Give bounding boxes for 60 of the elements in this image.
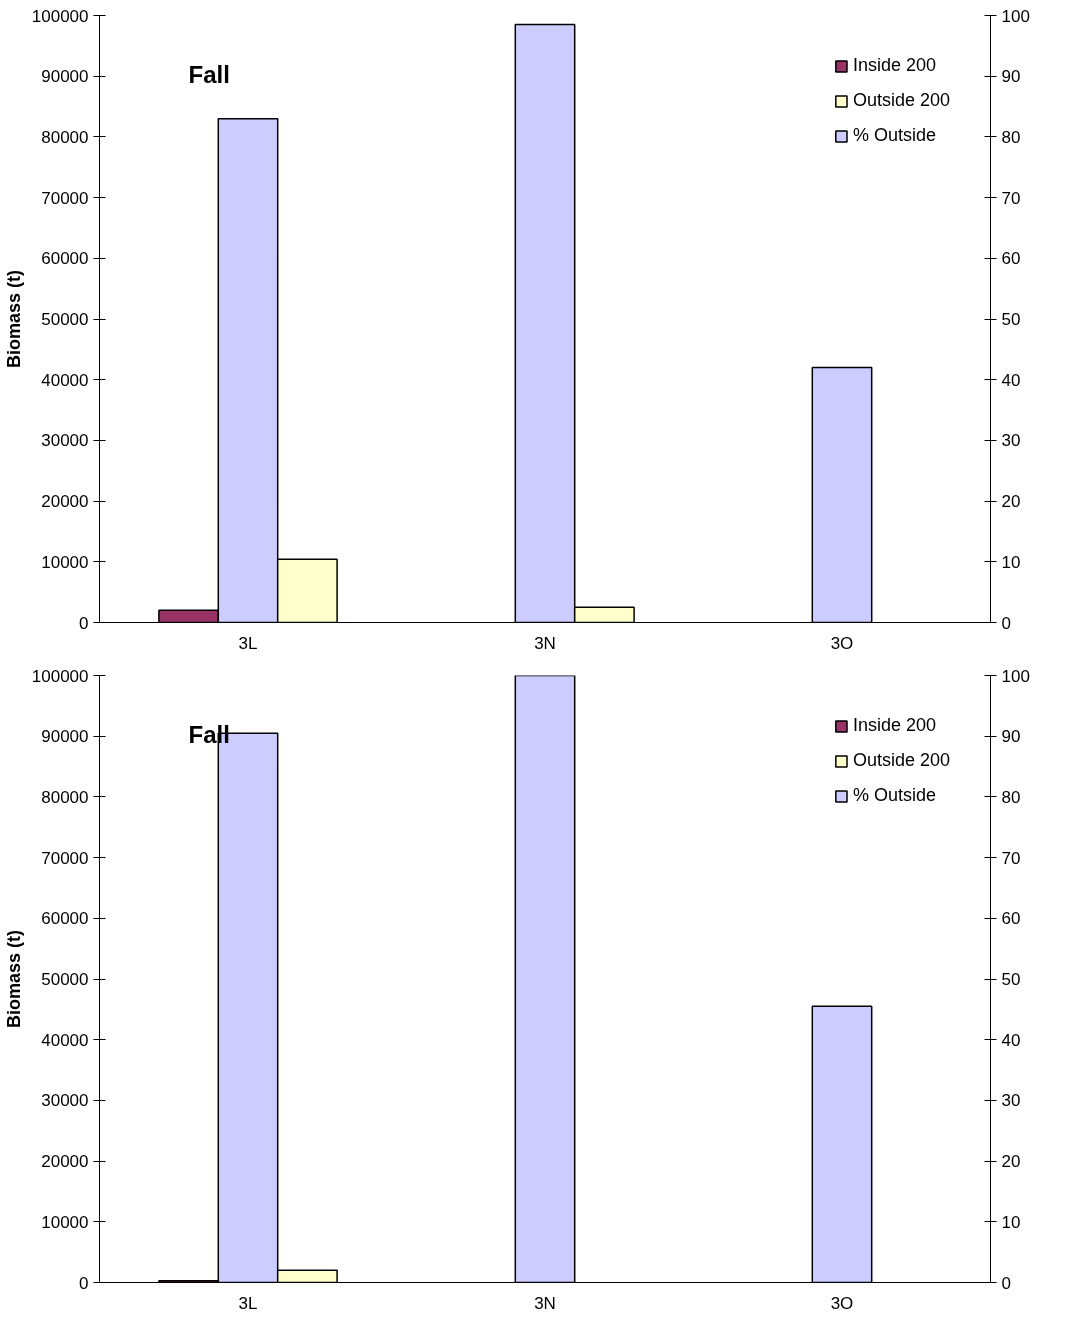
x-tick-label: 3L — [238, 633, 258, 653]
y-tick-label: 30000 — [41, 1091, 89, 1111]
y-tick-label: 100000 — [31, 6, 89, 26]
y2-tick-label: 100 — [1001, 6, 1030, 26]
y2-tick-label: 0 — [1001, 1273, 1011, 1293]
y2-tick-label: 70 — [1001, 188, 1021, 208]
y-tick-label: 50000 — [41, 310, 89, 329]
x-tick-label: 3N — [534, 633, 556, 653]
y-tick-label: 20000 — [41, 492, 89, 512]
legend-label: Inside 200 — [852, 55, 936, 76]
y2-tick-label: 90 — [1001, 67, 1021, 87]
y2-tick-label: 50 — [1001, 970, 1021, 989]
y-tick-label: 0 — [79, 1273, 89, 1293]
y2-tick-label: 60 — [1001, 909, 1021, 929]
y-tick-label: 10000 — [41, 552, 89, 572]
y2-tick-label: 40 — [1001, 1030, 1021, 1050]
y2-tick-label: 80 — [1001, 127, 1021, 147]
y-axis-title: Biomass (t) — [3, 269, 24, 369]
y2-tick-label: 90 — [1001, 727, 1021, 747]
y-tick-label: 60000 — [41, 909, 89, 929]
x-tick-label: 3L — [238, 1293, 258, 1313]
legend-label: Inside 200 — [852, 715, 936, 736]
y2-tick-label: 70 — [1001, 848, 1021, 868]
y-tick-label: 20000 — [41, 1152, 89, 1172]
y2-tick-label: 50 — [1001, 310, 1021, 329]
y-tick-label: 40000 — [41, 1030, 89, 1050]
y-axis-title: Biomass (t) — [3, 929, 24, 1029]
y-tick-label: 60000 — [41, 249, 89, 269]
y-tick-label: 80000 — [41, 127, 89, 147]
y2-tick-label: 20 — [1001, 1152, 1021, 1172]
text: Fall — [188, 721, 230, 749]
y2-tick-label: 30 — [1001, 1091, 1021, 1111]
y-tick-label: 30000 — [41, 431, 89, 451]
y-tick-label: 0 — [79, 613, 89, 633]
y2-tick-label: 80 — [1001, 787, 1021, 807]
y-tick-label: 80000 — [41, 787, 89, 807]
y-tick-label: 70000 — [41, 188, 89, 208]
y2-tick-label: 0 — [1001, 613, 1011, 633]
legend-label: Outside 200 — [852, 750, 950, 771]
y-tick-label: 70000 — [41, 848, 89, 868]
y-tick-label: 10000 — [41, 1212, 89, 1232]
x-tick-label: 3N — [534, 1293, 556, 1313]
legend-label: % Outside — [852, 125, 936, 146]
y-tick-label: 40000 — [41, 370, 89, 390]
legend-label: Outside 200 — [852, 90, 950, 111]
y2-tick-label: 30 — [1001, 431, 1021, 451]
y-tick-label: 90000 — [41, 727, 89, 747]
y2-tick-label: 10 — [1001, 552, 1021, 572]
y2-tick-label: 40 — [1001, 370, 1021, 390]
x-tick-label: 3O — [830, 633, 854, 653]
y2-tick-label: 100 — [1001, 666, 1030, 686]
y2-tick-label: 60 — [1001, 249, 1021, 269]
legend-label: % Outside — [852, 785, 936, 806]
y2-tick-label: 10 — [1001, 1212, 1021, 1232]
y-tick-label: 50000 — [41, 970, 89, 989]
text: Fall — [188, 61, 230, 89]
y2-tick-label: 20 — [1001, 492, 1021, 512]
x-tick-label: 3O — [830, 1293, 854, 1313]
y-tick-label: 100000 — [31, 666, 89, 686]
y-tick-label: 90000 — [41, 67, 89, 87]
